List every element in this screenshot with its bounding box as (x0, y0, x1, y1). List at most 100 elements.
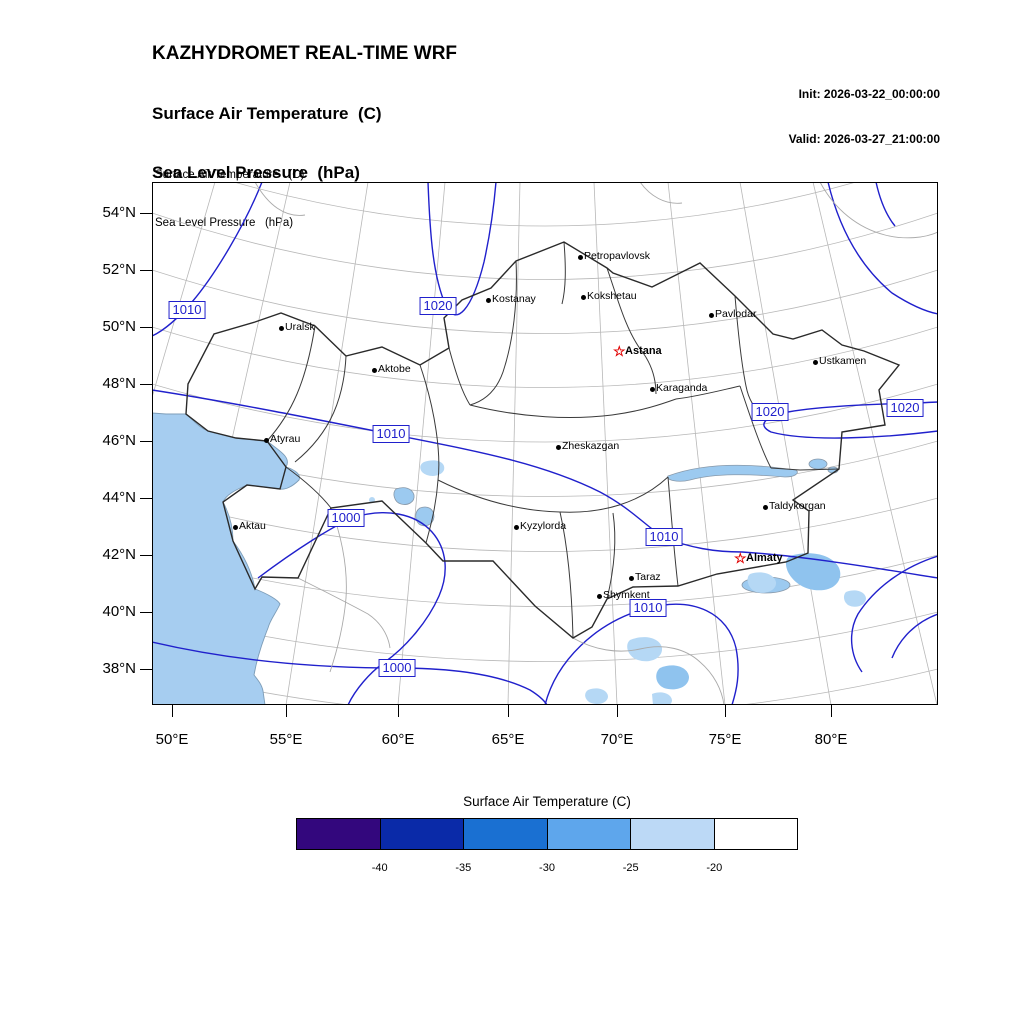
city-dot (812, 359, 818, 365)
city-label: Astana (625, 345, 662, 357)
legend-colorbar (296, 818, 798, 850)
city-label: Ustkamen (819, 355, 867, 367)
lakes (393, 458, 839, 594)
pressure-contour-label: 1020 (886, 399, 924, 417)
y-axis-tick (140, 497, 152, 499)
city-dot (577, 254, 583, 260)
city-dot (708, 312, 714, 318)
y-axis-label: 48°N (102, 375, 136, 392)
city-label: Aktau (239, 520, 266, 532)
city-label: Petropavlovsk (584, 250, 650, 262)
y-axis-label: 46°N (102, 432, 136, 449)
caspian-sea-shape (152, 412, 300, 705)
legend-title: Surface Air Temperature (C) (463, 794, 631, 809)
map-sublabel-1: Surface Air Temperature (C) (155, 169, 305, 181)
init-time: Init: 2026-03-22_00:00:00 (798, 87, 940, 101)
city-label: Taraz (635, 571, 661, 583)
y-axis-tick (140, 668, 152, 670)
x-axis-tick (724, 705, 726, 717)
city-label: Kokshetau (587, 290, 637, 302)
y-axis-label: 42°N (102, 546, 136, 563)
pressure-contour-label: 1020 (419, 297, 457, 315)
foreign-borders (254, 182, 938, 705)
city-label: Aktobe (378, 363, 411, 375)
cold-shading-patches (369, 460, 866, 705)
title-variable-2: Sea Level Pressure (hPa) (152, 163, 360, 182)
legend-tick-label: -40 (371, 862, 388, 874)
x-axis-label: 80°E (814, 731, 848, 748)
legend-tick-label: -20 (706, 862, 723, 874)
valid-time: Valid: 2026-03-27_21:00:00 (788, 132, 940, 146)
pressure-contour-label: 1010 (645, 528, 683, 546)
pressure-contour-label: 1010 (629, 599, 667, 617)
map-sublabel-2: Sea Level Pressure (hPa) (155, 217, 294, 229)
run-times: Init: 2026-03-22_00:00:00 Valid: 2026-03… (700, 57, 940, 177)
city-label: Almaty (746, 552, 783, 564)
y-axis-tick (140, 269, 152, 271)
city-dot (580, 294, 586, 300)
city-dot (762, 504, 768, 510)
legend-color-segment (297, 819, 380, 849)
x-axis-tick (285, 705, 287, 717)
city-label: Uralsk (285, 321, 315, 333)
city-dot (263, 437, 269, 443)
legend-color-segment (546, 819, 630, 849)
city-label: Pavlodar (715, 308, 757, 320)
city-star-icon: ☆ (613, 343, 626, 359)
city-label: Zheskazgan (562, 440, 620, 452)
pressure-contour-label: 1000 (327, 509, 365, 527)
city-dot (485, 297, 491, 303)
legend-tick-label: -35 (455, 862, 472, 874)
oblast-borders (266, 241, 840, 639)
title-variable-1: Surface Air Temperature (C) (152, 104, 382, 123)
city-label: Kyzylorda (520, 520, 567, 532)
y-axis-tick (140, 383, 152, 385)
x-axis-label: 50°E (155, 731, 189, 748)
city-dot (649, 386, 655, 392)
y-axis-tick (140, 212, 152, 214)
pressure-contour-label: 1010 (168, 301, 206, 319)
x-axis-tick (616, 705, 618, 717)
city-label: Taldykorgan (769, 500, 826, 512)
x-axis-tick (507, 705, 509, 717)
city-dot (371, 367, 377, 373)
y-axis-tick (140, 440, 152, 442)
x-axis-tick (397, 705, 399, 717)
city-dot (555, 444, 561, 450)
x-axis-tick (171, 705, 173, 717)
legend-color-segment (379, 819, 463, 849)
x-axis-label: 70°E (600, 731, 634, 748)
city-star-icon: ☆ (734, 550, 747, 566)
y-axis-label: 54°N (102, 204, 136, 221)
legend-color-segment (713, 819, 797, 849)
y-axis-tick (140, 554, 152, 556)
pressure-contour-label: 1010 (372, 425, 410, 443)
legend-color-segment (463, 819, 547, 849)
city-label: Karaganda (656, 382, 708, 394)
x-axis-label: 65°E (491, 731, 525, 748)
map-sublabels: Surface Air Temperature (C) Sea Level Pr… (155, 135, 304, 263)
y-axis-label: 44°N (102, 489, 136, 506)
map-frame (152, 182, 938, 705)
y-axis-label: 40°N (102, 603, 136, 620)
city-dot (596, 593, 602, 599)
city-label: Atyrau (270, 433, 301, 445)
legend-tick-label: -30 (539, 862, 555, 874)
legend-tick-label: -25 (622, 862, 639, 874)
x-axis-label: 75°E (708, 731, 742, 748)
y-axis-tick (140, 326, 152, 328)
city-label: Shymkent (603, 589, 650, 601)
city-label: Kostanay (492, 293, 536, 305)
city-dot (232, 524, 238, 530)
header: KAZHYDROMET REAL-TIME WRF Surface Air Te… (152, 6, 457, 220)
city-dot (628, 575, 634, 581)
city-dot (278, 325, 284, 331)
pressure-contour-label: 1020 (751, 403, 789, 421)
x-axis-tick (830, 705, 832, 717)
y-axis-label: 38°N (102, 660, 136, 677)
page-title: KAZHYDROMET REAL-TIME WRF (152, 43, 458, 64)
city-dot (513, 524, 519, 530)
graticule (152, 182, 938, 705)
x-axis-label: 55°E (269, 731, 303, 748)
